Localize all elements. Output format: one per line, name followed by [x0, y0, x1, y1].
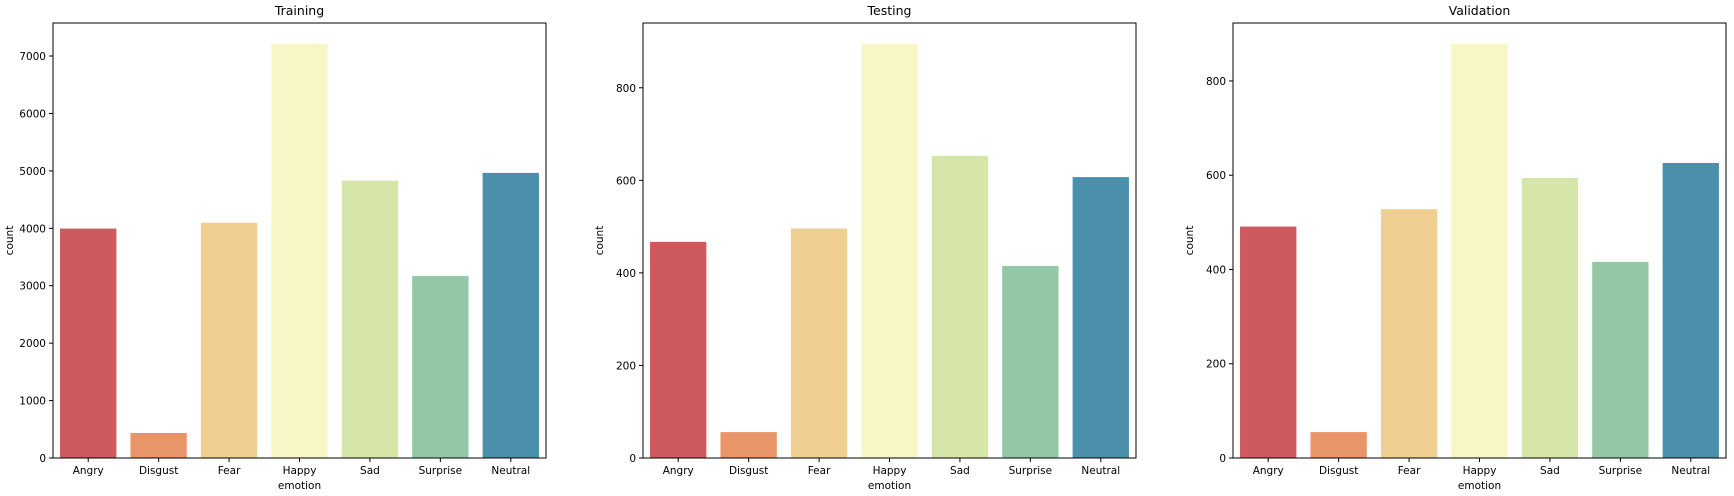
bar-fear — [790, 228, 848, 458]
x-tick-label: Happy — [873, 465, 907, 477]
chart-title: Validation — [1449, 3, 1511, 18]
bar-neutral — [1072, 177, 1129, 458]
y-tick-label: 400 — [616, 268, 636, 280]
y-tick-label: 7000 — [19, 51, 46, 63]
y-tick-label: 600 — [616, 175, 636, 187]
y-tick-label: 600 — [1206, 170, 1226, 182]
chart-panel-2: Angry Disgust Fear Happy Sad Surprise Neutral 0… — [1184, 3, 1727, 492]
bar-sad — [931, 155, 989, 458]
y-axis-label: count — [1184, 226, 1196, 256]
y-tick-label: 1000 — [19, 396, 46, 408]
y-tick-label: 200 — [616, 360, 636, 372]
x-tick-label: Sad — [1540, 465, 1560, 477]
chart-title: Testing — [867, 3, 912, 18]
x-tick-label: Angry — [663, 465, 694, 477]
y-tick-label: 6000 — [19, 108, 46, 120]
bar-angry — [1240, 226, 1297, 458]
bar-sad — [1521, 178, 1579, 459]
bar-fear — [1380, 209, 1438, 458]
y-tick-label: 400 — [1206, 264, 1226, 276]
x-tick-label: Fear — [218, 465, 241, 477]
x-tick-label: Disgust — [1319, 465, 1358, 477]
x-tick-label: Angry — [73, 465, 104, 477]
bar-happy — [271, 43, 328, 459]
x-tick-label: Sad — [950, 465, 970, 477]
y-tick-label: 3000 — [19, 281, 46, 293]
x-tick-label: Angry — [1253, 465, 1284, 477]
chart-panel-0: Angry Disgust Fear Happy Sad Surprise Neutral 0… — [4, 3, 547, 492]
x-tick-label: Neutral — [1671, 465, 1710, 477]
x-tick-label: Neutral — [491, 465, 530, 477]
chart-panel-1: Angry Disgust Fear Happy Sad Surprise Neutral 0… — [594, 3, 1137, 492]
y-tick-label: 200 — [1206, 359, 1226, 371]
x-tick-label: Disgust — [729, 465, 768, 477]
y-tick-label: 2000 — [19, 338, 46, 350]
bar-angry — [60, 228, 117, 458]
y-tick-label: 0 — [39, 453, 46, 465]
x-axis-label: emotion — [868, 480, 911, 492]
bar-neutral — [1662, 162, 1719, 458]
x-tick-label: Disgust — [139, 465, 178, 477]
bar-surprise — [412, 275, 469, 458]
x-tick-label: Happy — [1463, 465, 1497, 477]
bar-surprise — [1592, 261, 1649, 458]
y-tick-label: 4000 — [19, 223, 46, 235]
x-tick-label: Happy — [283, 465, 317, 477]
y-axis-label: count — [594, 226, 606, 256]
bar-happy — [1451, 43, 1508, 459]
bar-neutral — [482, 172, 539, 458]
y-tick-label: 800 — [1206, 76, 1226, 88]
bar-angry — [650, 241, 707, 458]
bar-sad — [341, 180, 399, 458]
y-tick-label: 0 — [629, 453, 636, 465]
bar-disgust — [720, 432, 777, 458]
x-tick-label: Fear — [1398, 465, 1421, 477]
x-tick-label: Fear — [808, 465, 831, 477]
bar-disgust — [130, 432, 187, 458]
x-tick-label: Surprise — [419, 465, 462, 477]
x-axis-label: emotion — [1458, 480, 1501, 492]
x-tick-label: Surprise — [1009, 465, 1052, 477]
bar-surprise — [1002, 265, 1059, 458]
y-tick-label: 800 — [616, 83, 636, 95]
y-tick-label: 0 — [1219, 453, 1226, 465]
bar-fear — [200, 222, 258, 458]
x-tick-label: Sad — [360, 465, 380, 477]
x-tick-label: Neutral — [1081, 465, 1120, 477]
bar-disgust — [1310, 432, 1367, 458]
x-axis-label: emotion — [278, 480, 321, 492]
chart-title: Training — [274, 3, 324, 18]
bar-happy — [861, 43, 918, 458]
x-tick-label: Surprise — [1599, 465, 1642, 477]
y-axis-label: count — [4, 226, 16, 256]
y-tick-label: 5000 — [19, 166, 46, 178]
